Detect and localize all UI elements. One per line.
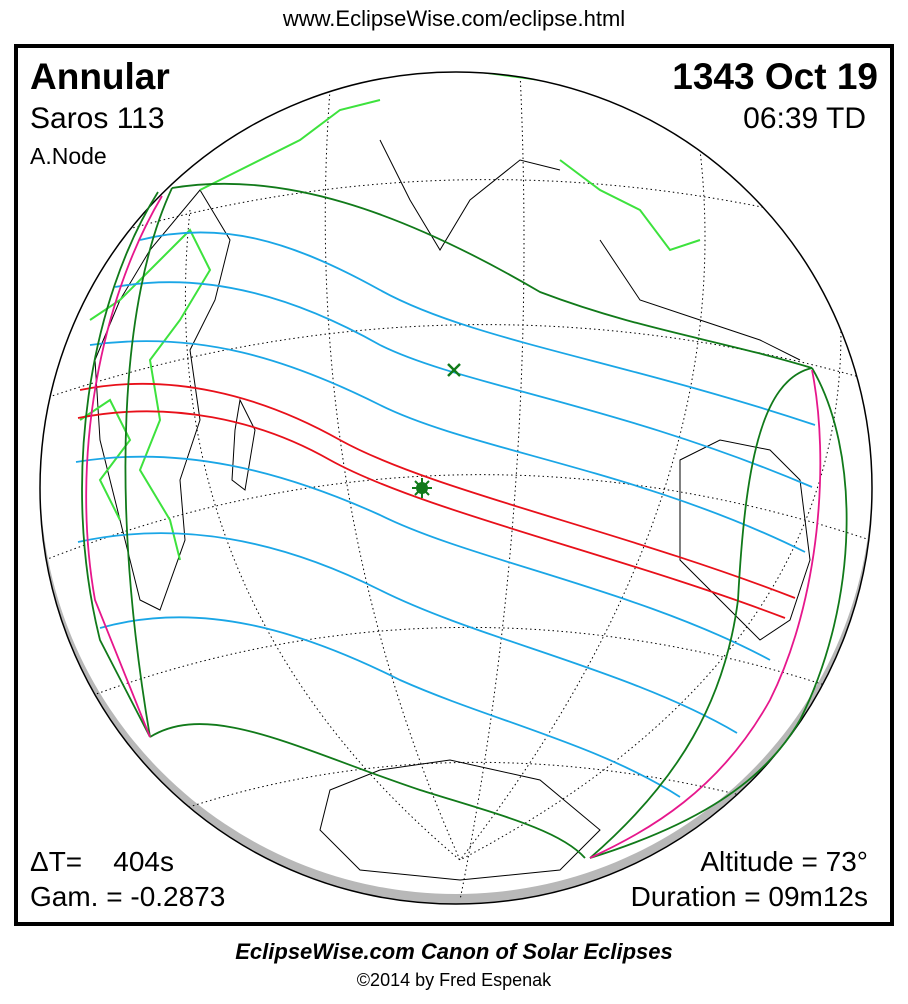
node-label: A.Node	[30, 143, 107, 169]
cyan-line-5	[77, 532, 738, 734]
gamma: Gam. = -0.2873	[30, 881, 226, 912]
coastlines	[94, 139, 811, 881]
eclipse-date: 1343 Oct 19	[672, 56, 878, 97]
eclipse-type: Annular	[30, 56, 170, 97]
central-path-limits	[77, 382, 796, 619]
graticule	[40, 72, 871, 901]
subsolar-x-marker-icon	[447, 363, 461, 377]
eclipse-time: 06:39 TD	[743, 102, 866, 135]
greatest-eclipse-star-icon	[412, 478, 432, 498]
central-duration: Duration = 09m12s	[630, 881, 868, 912]
map-frame	[14, 44, 894, 926]
rise-set-curves	[85, 195, 822, 859]
central-path-south-limit	[77, 410, 786, 619]
source-url[interactable]: www.EclipseWise.com/eclipse.html	[282, 6, 626, 31]
saros-number: Saros 113	[30, 102, 165, 135]
canon-title: EclipseWise.com Canon of Solar Eclipses	[235, 939, 673, 964]
globe-outline	[39, 71, 873, 905]
central-path-north-limit	[79, 382, 796, 599]
delta-t: ΔT= 404s	[30, 846, 174, 877]
sun-altitude: Altitude = 73°	[700, 846, 868, 877]
globe-day-side	[40, 72, 872, 894]
cyan-line-2	[114, 281, 813, 488]
cyan-line-6	[99, 616, 681, 798]
copyright: ©2014 by Fred Espenak	[356, 970, 552, 990]
cyan-line-4	[75, 455, 771, 661]
cyan-line-1	[139, 231, 816, 426]
penumbral-magnitude-lines	[75, 231, 816, 798]
cyan-line-3	[89, 340, 806, 553]
penumbra-limits	[81, 182, 848, 859]
